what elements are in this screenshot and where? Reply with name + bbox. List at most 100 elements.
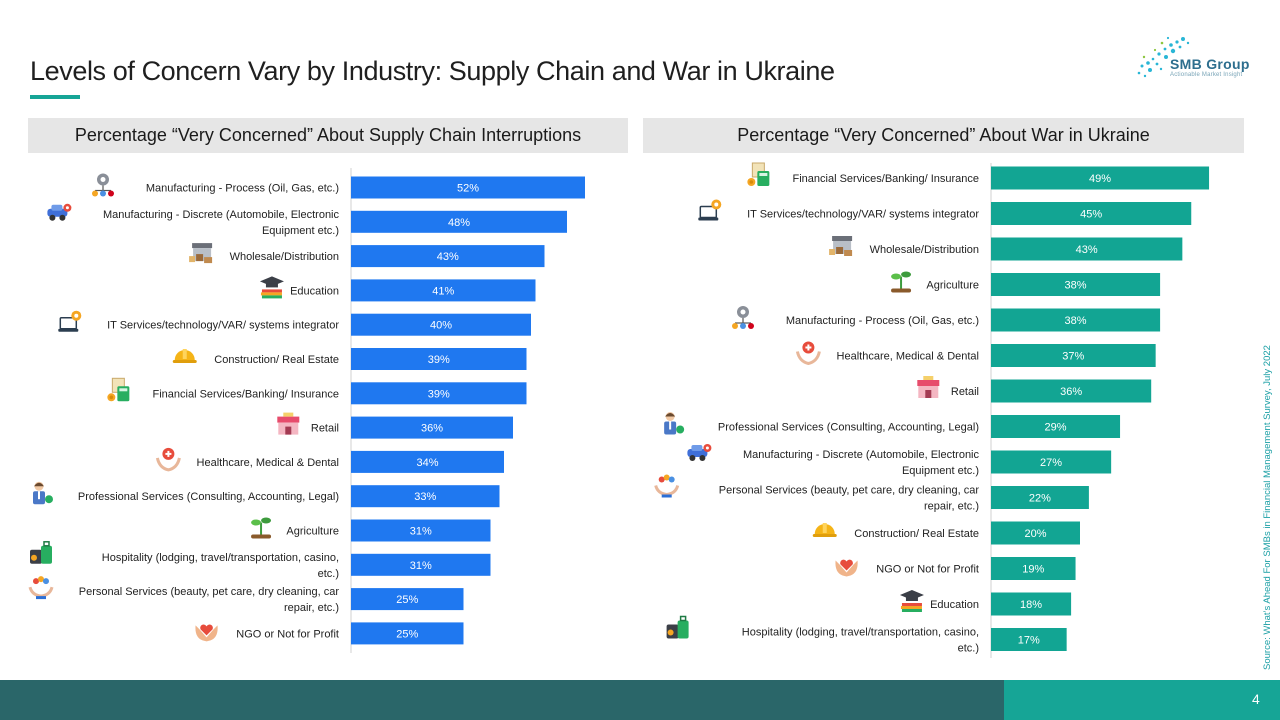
bar (351, 622, 464, 645)
data-label: 33% (414, 491, 436, 503)
gear-network-icon (92, 173, 114, 197)
data-label: 19% (1022, 564, 1044, 576)
ukraine-chart-title: Percentage “Very Concerned” About War in… (643, 118, 1244, 153)
heart-hands-icon (835, 559, 858, 577)
bar (991, 521, 1080, 545)
category-label: Personal Services (beauty, pet care, dry… (79, 586, 340, 614)
bar (991, 273, 1161, 296)
bar (351, 210, 567, 233)
laptop-gear-icon (698, 199, 722, 221)
seedling-icon (891, 271, 912, 293)
footer-bar (0, 680, 1004, 720)
data-label: 22% (1029, 493, 1051, 505)
category-label: Retail (951, 386, 979, 398)
data-label: 40% (430, 320, 452, 332)
bar (991, 557, 1076, 580)
footer-accent (1004, 680, 1280, 720)
data-label: 29% (1045, 422, 1067, 434)
category-label: Financial Services/Banking/ Insurance (793, 173, 979, 185)
data-label: 31% (410, 560, 432, 572)
category-label: Manufacturing - Discrete (Automobile, El… (103, 209, 339, 237)
chart-svg: 49% Financial Services/Banking/ Insurance… (654, 162, 1210, 658)
category-label: Agriculture (286, 526, 339, 538)
logo-tagline: Actionable Market Insight (1170, 72, 1243, 78)
category-label: Hospitality (lodging, travel/transportat… (742, 627, 979, 655)
category-label: Professional Services (Consulting, Accou… (78, 491, 339, 503)
bar (991, 379, 1152, 403)
data-label: 52% (457, 183, 479, 195)
data-label: 45% (1080, 209, 1102, 221)
category-label: IT Services/technology/VAR/ systems inte… (107, 320, 339, 332)
hand-heart-icon (795, 341, 821, 366)
storefront-icon (917, 376, 940, 398)
car-gear-icon (687, 444, 712, 461)
data-label: 39% (428, 354, 450, 366)
data-label: 41% (432, 285, 454, 297)
category-label: NGO or Not for Profit (876, 564, 979, 576)
category-label: NGO or Not for Profit (236, 628, 339, 640)
data-label: 48% (448, 217, 470, 229)
data-label: 39% (428, 388, 450, 400)
bar (351, 279, 536, 302)
category-label: Wholesale/Distribution (230, 251, 339, 263)
category-label: Healthcare, Medical & Dental (197, 457, 339, 469)
data-label: 36% (1060, 386, 1082, 398)
bar (351, 519, 491, 542)
laptop-gear-icon (58, 310, 82, 332)
category-label: Financial Services/Banking/ Insurance (153, 388, 339, 400)
bar (991, 308, 1161, 332)
supply-chain-bar-chart: 52% Manufacturing - Process (Oil, Gas, et… (28, 163, 628, 653)
title-accent-line (30, 95, 80, 99)
category-label: Education (290, 285, 339, 297)
smb-group-logo-icon (1137, 36, 1190, 78)
data-label: 25% (396, 628, 418, 640)
bar (351, 176, 585, 199)
bar (991, 592, 1072, 616)
data-label: 43% (1076, 244, 1098, 256)
bar (351, 588, 464, 611)
category-label: Personal Services (beauty, pet care, dry… (719, 485, 980, 513)
bar (991, 450, 1112, 474)
hard-hat-icon (812, 523, 837, 537)
data-label: 27% (1040, 457, 1062, 469)
category-label: Education (930, 599, 979, 611)
graduation-cap-icon (899, 590, 924, 612)
seedling-icon (251, 517, 272, 539)
hard-hat-icon (172, 349, 197, 363)
bar (351, 313, 531, 336)
warehouse-icon (829, 236, 853, 256)
bar (991, 486, 1089, 509)
category-label: Agriculture (926, 280, 979, 292)
bar (351, 416, 513, 439)
gear-network-icon (732, 306, 754, 329)
data-label: 34% (416, 457, 438, 469)
category-label: Construction/ Real Estate (214, 354, 339, 366)
logo-name: SMB Group (1170, 56, 1250, 72)
bar (351, 382, 527, 405)
hand-service-icon (654, 474, 680, 498)
slide-title: Levels of Concern Vary by Industry: Supp… (30, 56, 835, 86)
bar (991, 166, 1210, 190)
data-label: 20% (1024, 528, 1046, 540)
chart-svg: 52% Manufacturing - Process (Oil, Gas, et… (28, 168, 585, 653)
category-label: Wholesale/Distribution (870, 244, 979, 256)
category-label: Manufacturing - Discrete (Automobile, El… (743, 449, 979, 477)
data-label: 38% (1065, 280, 1087, 292)
professional-person-icon (664, 412, 685, 435)
luggage-icon (30, 541, 52, 564)
data-label: 25% (396, 594, 418, 606)
storefront-icon (277, 412, 300, 435)
car-gear-icon (47, 203, 72, 221)
data-label: 31% (410, 526, 432, 538)
category-label: Construction/ Real Estate (854, 528, 979, 540)
data-label: 36% (421, 423, 443, 435)
bar (351, 245, 545, 268)
bar (991, 237, 1183, 261)
data-label: 38% (1065, 315, 1087, 327)
bar (991, 344, 1156, 367)
page-number: 4 (1252, 691, 1260, 707)
data-label: 49% (1089, 173, 1111, 185)
bar (351, 553, 491, 576)
category-label: Manufacturing - Process (Oil, Gas, etc.) (146, 183, 339, 195)
graduation-cap-icon (259, 276, 284, 299)
